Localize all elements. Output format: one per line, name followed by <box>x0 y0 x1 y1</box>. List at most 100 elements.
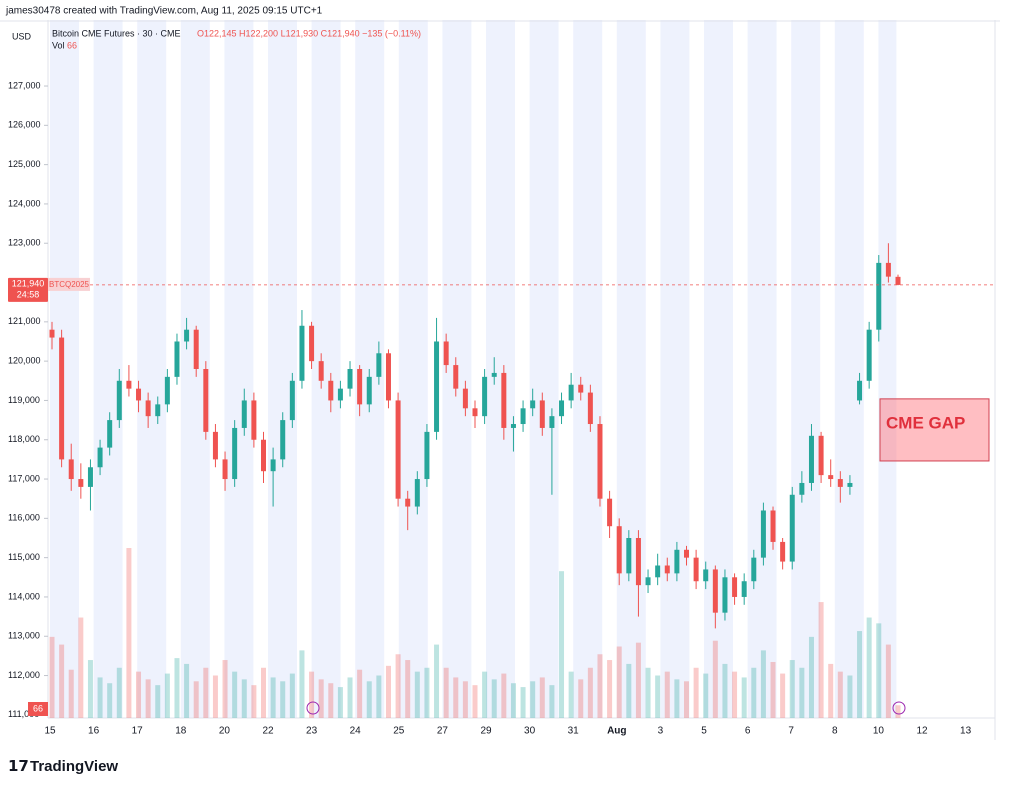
credit: james30478 created with TradingView.com,… <box>5 6 323 17</box>
logo-mark: 𝟭𝟳 <box>8 758 29 775</box>
y-tick-label: 127,000 <box>8 80 41 90</box>
volume-bar <box>49 636 55 718</box>
x-tick-label: 25 <box>393 726 405 737</box>
candle-body <box>395 400 401 499</box>
candle-body <box>357 369 363 405</box>
session-band <box>878 20 897 718</box>
volume-bar <box>434 644 440 718</box>
volume-legend: Vol <box>52 40 65 50</box>
gap-label: CME GAP <box>886 413 965 432</box>
session-band <box>660 20 690 718</box>
candle-body <box>789 494 795 562</box>
candle-body <box>684 549 689 558</box>
candle-body <box>607 498 613 527</box>
candle-body <box>482 376 488 417</box>
volume-bar <box>184 663 190 718</box>
volume-bar <box>261 667 266 718</box>
volume-bar <box>491 679 497 718</box>
volume-bar <box>520 687 526 718</box>
y-tick-label: 115,000 <box>8 552 40 562</box>
event-icon[interactable] <box>306 701 320 715</box>
x-tick-label: 29 <box>480 726 492 737</box>
candle-body <box>837 479 843 487</box>
volume-bar <box>443 667 449 718</box>
volume-bar <box>876 623 882 718</box>
session-band <box>398 20 428 718</box>
candle-body <box>87 467 93 487</box>
candle-body <box>780 541 786 562</box>
candle-body <box>261 439 266 472</box>
candle-body <box>722 577 728 613</box>
gap-box <box>879 398 990 462</box>
volume-bar <box>97 677 103 718</box>
candle-body <box>174 341 180 377</box>
volume-bar <box>366 681 372 718</box>
candle-body <box>318 361 324 381</box>
candle-body <box>289 380 295 421</box>
candle-body <box>645 577 651 586</box>
candle-body <box>866 329 872 381</box>
candle-body <box>155 404 161 417</box>
session-band <box>224 20 254 718</box>
volume-bar <box>818 602 824 718</box>
volume-bar <box>414 671 420 718</box>
candle-body <box>337 388 343 401</box>
candle-body <box>876 262 882 330</box>
x-tick-label: 31 <box>568 726 580 737</box>
volume-bar <box>472 685 478 718</box>
volume-bar <box>59 644 65 718</box>
volume-bar <box>751 667 757 718</box>
candle-body <box>414 479 420 507</box>
volume-bar <box>155 685 161 718</box>
candle-body <box>847 482 853 487</box>
event-icon[interactable] <box>892 701 906 715</box>
volume-bar <box>530 681 536 718</box>
volume-bar <box>722 663 728 718</box>
volume-bar <box>212 675 218 718</box>
candle-body <box>539 400 545 428</box>
volume-bar <box>357 669 363 718</box>
candle-body <box>405 498 411 507</box>
symbol-title: Bitcoin CME Futures · 30 · CME <box>52 28 181 38</box>
candle-body <box>203 369 209 432</box>
candle-body <box>309 325 315 362</box>
session-band <box>93 20 123 718</box>
candle-body <box>578 384 584 393</box>
candle-body <box>385 353 391 401</box>
candle-body <box>703 569 709 582</box>
volume-bar <box>607 660 613 718</box>
x-tick-label: 16 <box>88 726 100 737</box>
session-band <box>573 20 603 718</box>
candle-body <box>251 400 257 440</box>
y-tick-label: 125,000 <box>8 159 41 169</box>
volume-bar <box>655 675 661 718</box>
countdown: 24:58 <box>17 289 40 299</box>
volume-bar <box>597 654 603 718</box>
symbol-label: BTCQ2025 <box>49 280 90 289</box>
volume-bar <box>299 650 305 718</box>
candle-body <box>626 537 632 574</box>
candle-body <box>530 400 536 409</box>
volume-bar <box>126 548 132 718</box>
y-tick-label: 123,000 <box>8 238 41 248</box>
x-tick-label: 18 <box>175 726 187 737</box>
candle-body <box>491 372 497 377</box>
candle-body <box>472 408 478 417</box>
volume-bar <box>453 677 459 718</box>
session-band <box>616 20 646 718</box>
candle-body <box>857 380 863 401</box>
volume-bar <box>395 654 401 718</box>
candle-body <box>732 577 738 597</box>
volume-bar <box>501 673 507 718</box>
volume-bar <box>78 617 84 718</box>
y-tick-label: 113,000 <box>8 631 40 641</box>
x-tick-label: Aug <box>607 726 626 737</box>
volume-bar <box>337 687 343 718</box>
y-tick-label: 111,000 <box>8 709 39 719</box>
candle-body <box>78 479 84 487</box>
x-tick-label: 17 <box>132 726 144 737</box>
volume-bar <box>828 663 834 718</box>
volume-bar <box>539 677 545 718</box>
volume-tag <box>28 702 48 716</box>
volume-bar <box>684 681 689 718</box>
